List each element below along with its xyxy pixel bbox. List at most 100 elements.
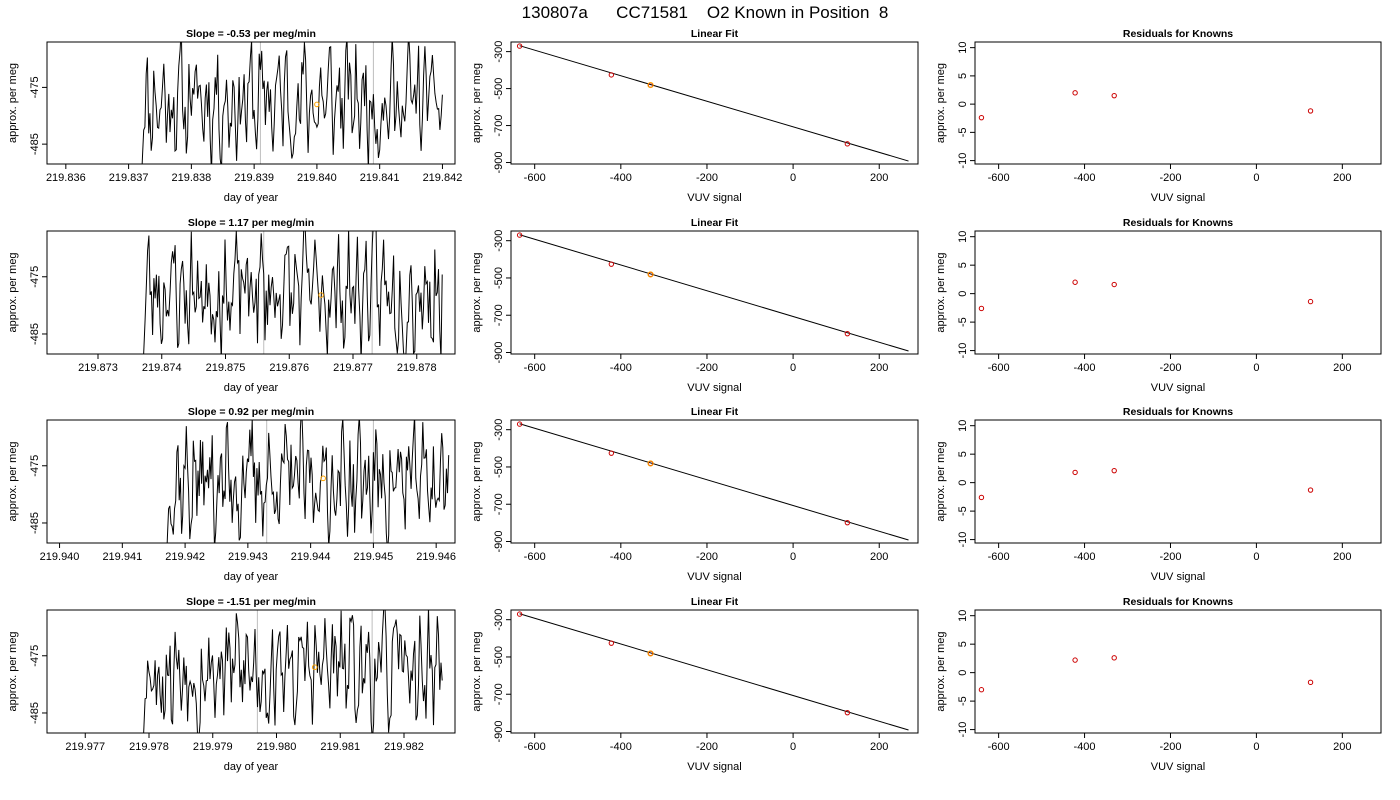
x-tick-label: -600 [988,362,1010,374]
panel-title: Linear Fit [691,28,739,40]
y-tick-label: -500 [493,267,505,289]
x-tick-label: 219.842 [423,172,463,184]
known-point [608,450,615,456]
x-axis-label: day of year [224,761,279,773]
y-tick-label: -900 [493,341,505,363]
x-tick-label: -200 [1159,362,1181,374]
mean-point [318,292,324,298]
y-tick-label: -900 [493,152,505,174]
y-axis-label: approx. per meg [471,441,483,521]
x-axis-label: day of year [224,571,279,583]
known-point [608,261,615,267]
x-tick-label: -600 [524,741,546,753]
x-axis-label: VUV signal [1151,571,1205,583]
plot-area [978,655,1314,693]
x-tick-label: 0 [790,741,796,753]
y-tick-label: 0 [957,670,969,676]
x-tick-label: -200 [696,362,718,374]
plot-frame [46,609,456,734]
known-point [844,141,851,147]
x-tick-label: 219.841 [360,172,400,184]
fit-line [519,45,909,162]
x-tick-label: -600 [988,551,1010,563]
y-tick-label: -300 [493,419,505,441]
x-tick-label: 219.940 [40,551,80,563]
y-tick-label: -500 [493,456,505,478]
plot-frame [974,609,1382,734]
panel-title: Slope = 1.17 per meg/min [188,217,314,229]
known-point [1307,679,1314,686]
x-axis-label: VUV signal [687,192,741,204]
y-tick-label: -300 [493,230,505,252]
plot-frame [974,230,1382,355]
x-tick-label: 0 [790,172,796,184]
y-tick-label: -475 [29,645,41,667]
plot-area [516,421,909,541]
x-tick-label: -400 [610,172,632,184]
y-axis-label: approx. per meg [935,252,947,332]
known-point [978,687,985,693]
known-point [516,421,523,427]
x-tick-label: 0 [1253,172,1259,184]
panel-title: Residuals for Knowns [1123,596,1233,608]
x-tick-label: 200 [870,172,888,184]
x-tick-label: 200 [1333,551,1351,563]
unknown-point [647,81,654,89]
figure-title: 130807a CC71581 O2 Known in Position 8 [522,3,889,22]
plot-area [978,279,1314,312]
x-tick-label: -600 [524,362,546,374]
x-tick-label: 219.877 [333,362,373,374]
x-tick-label: 219.836 [46,172,86,184]
y-tick-label: -500 [493,646,505,668]
known-point [844,519,851,526]
plot-area [143,231,443,354]
plot-area [516,611,909,731]
plot-frame [510,230,919,355]
y-tick-label: -485 [29,512,41,534]
y-tick-label: 5 [957,262,969,268]
y-tick-label: 10 [957,231,969,243]
fit-line [519,234,909,352]
x-tick-label: 219.980 [257,741,297,753]
y-axis-label: approx. per meg [7,441,19,521]
known-point [1072,657,1078,663]
plot-frame [974,41,1382,165]
known-point [516,43,523,49]
panel-title: Residuals for Knowns [1123,28,1233,40]
x-tick-label: 0 [1253,362,1259,374]
x-axis-label: VUV signal [687,571,741,583]
known-point [844,330,851,337]
x-tick-label: 219.875 [206,362,246,374]
x-tick-label: -400 [610,362,632,374]
y-tick-label: -5 [957,506,969,516]
y-tick-label: -10 [957,722,969,738]
plot-frame [46,230,456,355]
panel-1-3: Residuals for Knowns -600 -400 -200 0 200 -10 -… [935,28,1382,204]
plot-frame [510,41,919,165]
panel-title: Slope = -0.53 per meg/min [186,28,316,40]
known-point [978,494,985,501]
panel-3-3: Residuals for Knowns -600 -400 -200 0 200 -10 -… [935,406,1382,583]
known-point [1111,92,1117,99]
y-tick-label: -10 [957,343,969,359]
x-tick-label: -600 [524,172,546,184]
x-axis-label: VUV signal [687,382,741,394]
known-point [978,305,985,312]
plot-area [141,42,443,164]
y-tick-label: 10 [957,610,969,622]
y-tick-label: 0 [957,291,969,297]
x-tick-label: 200 [870,551,888,563]
fit-line [519,423,909,541]
x-tick-label: 219.978 [129,741,169,753]
y-tick-label: -300 [493,609,505,631]
x-tick-label: -400 [1074,741,1096,753]
y-tick-label: -900 [493,720,505,742]
unknown-point [647,271,654,278]
x-tick-label: -400 [610,741,632,753]
signal-trace-line [166,420,450,543]
x-tick-label: 219.981 [320,741,360,753]
plot-area [143,610,443,733]
known-point [1072,279,1078,285]
x-tick-label: 219.982 [384,741,424,753]
